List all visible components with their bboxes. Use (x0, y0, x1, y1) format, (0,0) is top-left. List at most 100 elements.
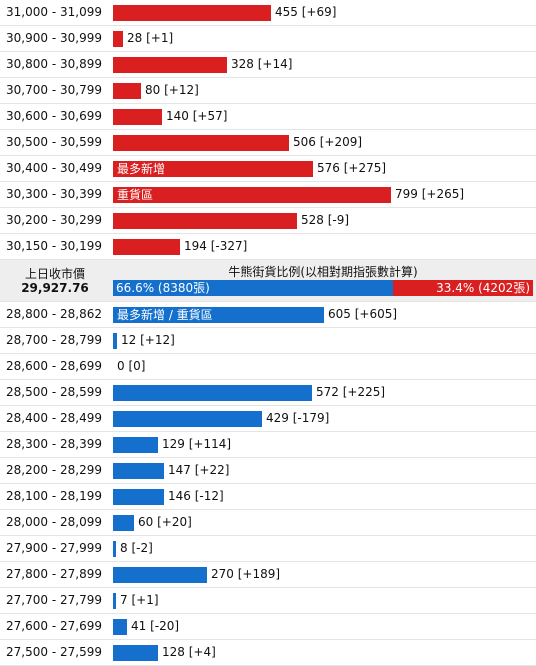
previous-close-label: 上日收市價 (24, 267, 85, 281)
bear-row: 30,600 - 30,699 140 [+57] (0, 104, 536, 130)
value-label: 429 [-179] (266, 406, 329, 431)
range-label: 30,200 - 30,299 (6, 213, 102, 227)
range-label: 30,800 - 30,899 (6, 57, 102, 71)
bull-bar (113, 567, 207, 583)
range-label: 30,300 - 30,399 (6, 187, 102, 201)
value-label: 129 [+114] (162, 432, 231, 457)
bear-bar (113, 109, 162, 125)
bull-row: 27,700 - 27,799 7 [+1] (0, 588, 536, 614)
value-number: 140 (166, 109, 189, 123)
value-number: 0 (117, 359, 125, 373)
value-change: [-12] (194, 489, 224, 503)
bear-bar (113, 213, 297, 229)
value-number: 799 (395, 187, 418, 201)
value-label: 528 [-9] (301, 208, 349, 233)
value-change: [+12] (164, 83, 199, 97)
range-label: 28,200 - 28,299 (6, 463, 102, 477)
value-number: 129 (162, 437, 185, 451)
bull-row: 27,900 - 27,999 8 [-2] (0, 536, 536, 562)
value-change: [-179] (292, 411, 330, 425)
range-label: 28,400 - 28,499 (6, 411, 102, 425)
bull-row: 28,100 - 28,199 146 [-12] (0, 484, 536, 510)
value-change: [+265] (421, 187, 465, 201)
value-label: 41 [-20] (131, 614, 179, 639)
range-label: 28,700 - 28,799 (6, 333, 102, 347)
value-label: 80 [+12] (145, 78, 199, 103)
bull-row: 27,500 - 27,599 128 [+4] (0, 640, 536, 666)
value-label: 506 [+209] (293, 130, 362, 155)
value-change: [+12] (140, 333, 175, 347)
bear-row: 30,700 - 30,799 80 [+12] (0, 78, 536, 104)
range-label: 30,500 - 30,599 (6, 135, 102, 149)
value-number: 506 (293, 135, 316, 149)
bull-bar (113, 333, 117, 349)
range-label: 30,700 - 30,799 (6, 83, 102, 97)
range-label: 28,500 - 28,599 (6, 385, 102, 399)
range-label: 27,500 - 27,599 (6, 645, 102, 659)
ratio-bull-segment: 66.6% (8380張) (113, 280, 393, 296)
range-label: 30,150 - 30,199 (6, 239, 102, 253)
bull-row: 28,000 - 28,099 60 [+20] (0, 510, 536, 536)
value-number: 194 (184, 239, 207, 253)
previous-close-value: 29,927.76 (21, 281, 89, 295)
value-label: 128 [+4] (162, 640, 216, 665)
bull-row: 28,700 - 28,799 12 [+12] (0, 328, 536, 354)
bull-bar: 最多新增 / 重貨區 (113, 307, 324, 323)
bar-tag: 重貨區 (117, 188, 154, 202)
range-label: 28,800 - 28,862 (6, 307, 102, 321)
value-label: 140 [+57] (166, 104, 227, 129)
value-change: [+1] (131, 593, 159, 607)
value-number: 12 (121, 333, 137, 347)
value-change: [+114] (188, 437, 232, 451)
value-label: 194 [-327] (184, 234, 247, 259)
bear-row: 30,150 - 30,199 194 [-327] (0, 234, 536, 260)
value-change: [+57] (192, 109, 228, 123)
bull-row: 28,200 - 28,299 147 [+22] (0, 458, 536, 484)
bar-tag: 最多新增 (117, 162, 166, 176)
value-change: [+225] (342, 385, 386, 399)
bull-row: 28,600 - 28,699 0 [0] (0, 354, 536, 380)
value-number: 128 (162, 645, 185, 659)
value-number: 270 (211, 567, 234, 581)
value-label: 605 [+605] (328, 302, 397, 327)
bull-row: 28,400 - 28,499 429 [-179] (0, 406, 536, 432)
value-label: 28 [+1] (127, 26, 173, 51)
value-change: [+69] (301, 5, 337, 19)
value-number: 528 (301, 213, 324, 227)
value-label: 576 [+275] (317, 156, 386, 181)
bear-bar (113, 135, 289, 151)
value-number: 60 (138, 515, 154, 529)
value-change: [-9] (327, 213, 350, 227)
bear-bar (113, 57, 227, 73)
value-label: 270 [+189] (211, 562, 280, 587)
value-number: 572 (316, 385, 339, 399)
bull-bar (113, 619, 127, 635)
bull-row: 27,600 - 27,699 41 [-20] (0, 614, 536, 640)
range-label: 28,000 - 28,099 (6, 515, 102, 529)
range-label: 30,900 - 30,999 (6, 31, 102, 45)
range-label: 27,800 - 27,899 (6, 567, 102, 581)
value-number: 147 (168, 463, 191, 477)
bull-bar (113, 645, 158, 661)
value-number: 41 (131, 619, 147, 633)
bear-row: 31,000 - 31,099 455 [+69] (0, 0, 536, 26)
range-label: 27,600 - 27,699 (6, 619, 102, 633)
summary-row: 上日收市價 29,927.76 牛熊街貨比例(以相對期指張數計算) 66.6% … (0, 260, 536, 302)
value-label: 12 [+12] (121, 328, 175, 353)
value-number: 576 (317, 161, 340, 175)
value-label: 328 [+14] (231, 52, 292, 77)
bear-bar: 最多新增 (113, 161, 313, 177)
bull-row: 27,800 - 27,899 270 [+189] (0, 562, 536, 588)
value-label: 0 [0] (117, 354, 145, 379)
bear-row: 30,400 - 30,499 最多新增 576 [+275] (0, 156, 536, 182)
bull-bar (113, 489, 164, 505)
range-label: 28,100 - 28,199 (6, 489, 102, 503)
value-change: [+189] (237, 567, 281, 581)
value-change: [+20] (157, 515, 192, 529)
bear-bar (113, 83, 141, 99)
range-label: 28,600 - 28,699 (6, 359, 102, 373)
value-number: 80 (145, 83, 161, 97)
bear-bar (113, 31, 123, 47)
value-change: [+605] (354, 307, 398, 321)
ratio-bar: 66.6% (8380張) 33.4% (4202張) (113, 280, 533, 296)
